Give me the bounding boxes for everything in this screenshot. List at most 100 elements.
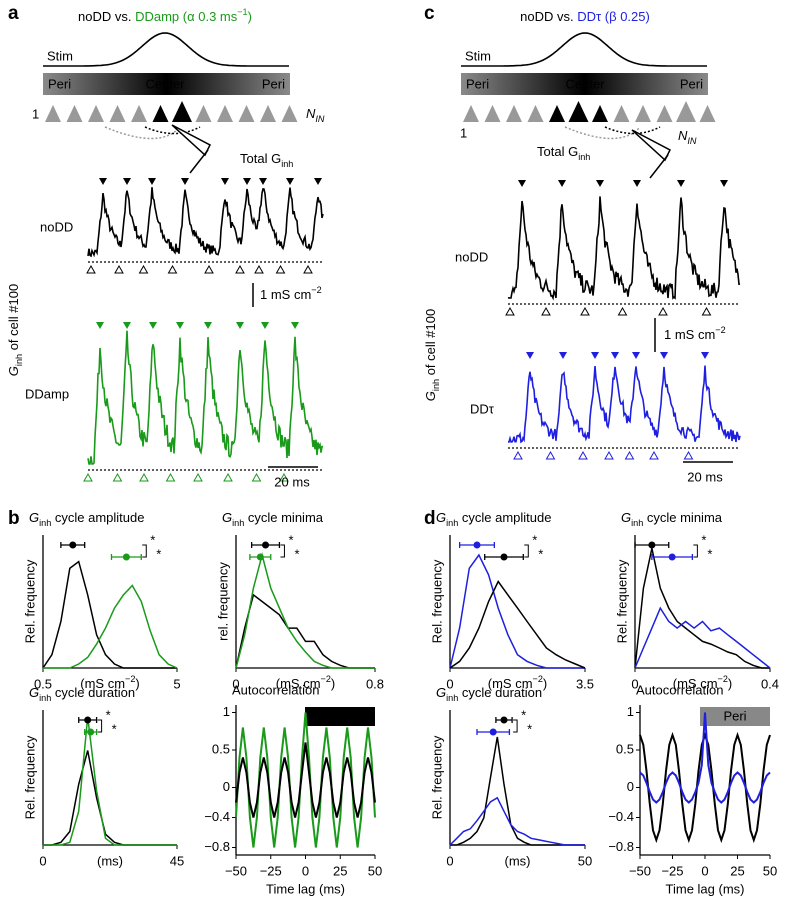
x-tick-label: 3.5 (576, 676, 594, 691)
trough-marker (165, 472, 176, 482)
text-part: G (423, 391, 438, 401)
text-part: cycle minima (244, 510, 324, 525)
significance-star: * (106, 707, 111, 722)
panel-letter: c (424, 3, 435, 24)
mean-marker (69, 541, 77, 549)
significance-star: * (294, 546, 299, 561)
cell (217, 105, 233, 122)
x-tick-label: 50 (578, 853, 592, 868)
x-tick-label: −25 (661, 863, 683, 878)
peak-marker (291, 322, 299, 329)
series-line (449, 553, 585, 669)
text-part: inh (232, 518, 244, 528)
y-axis-label: Ginh of cell #100 (423, 309, 441, 401)
trace (507, 196, 741, 301)
y-tick-label: 0.5 (616, 741, 634, 756)
y-tick-label: −0.8 (608, 839, 634, 854)
mean-marker (122, 553, 130, 561)
trace-label: noDD (40, 219, 73, 234)
cell (109, 105, 126, 122)
cell (506, 105, 522, 122)
peak-marker (558, 180, 566, 187)
stim-curve (461, 32, 707, 67)
scale-label: 20 ms (687, 469, 723, 484)
mean-marker (489, 728, 497, 736)
peak-marker (559, 352, 567, 359)
significance-bracket (693, 544, 698, 558)
electrode (171, 124, 211, 157)
text-part: G (6, 366, 21, 376)
x-axis-label: (ms) (97, 853, 123, 868)
cell (592, 105, 608, 122)
scale-label: 1 mS cm−2 (260, 285, 322, 302)
text-part: IN (315, 114, 325, 124)
chart-title: Ginh cycle duration (436, 685, 542, 703)
trough-marker (275, 264, 286, 274)
text-part: −2 (715, 325, 725, 335)
connection (144, 126, 201, 135)
text-part: −2 (311, 285, 321, 295)
series-line (43, 750, 177, 846)
text-part: −1 (237, 7, 247, 17)
text-part: inh (14, 354, 24, 366)
x-tick-label: 45 (170, 853, 184, 868)
text-part: ) (728, 676, 732, 691)
mean-marker (500, 716, 508, 724)
series-line (235, 742, 376, 818)
connection (104, 126, 181, 140)
y-tick-label: 0.5 (212, 741, 230, 756)
chart-title: Ginh cycle minima (222, 510, 324, 528)
x-tick-label: 5 (173, 676, 180, 691)
cell (172, 101, 192, 122)
text-part: cycle duration (51, 685, 135, 700)
x-tick-label: 0 (631, 676, 638, 691)
text-part: (mS cm (276, 676, 321, 691)
peak-marker (221, 178, 229, 185)
x-tick-label: 0.8 (366, 676, 384, 691)
text-part: G (29, 685, 39, 700)
text-part: DDτ (β 0.25) (577, 9, 650, 24)
peak-marker (526, 352, 534, 359)
text-part: ) (248, 9, 252, 24)
trough-marker (193, 472, 203, 482)
y-tick-label: 1 (627, 704, 634, 719)
mean-marker (256, 553, 264, 561)
trough-marker (658, 306, 668, 316)
peak-marker (181, 178, 189, 185)
y-axis-label: Ginh of cell #100 (6, 284, 24, 376)
electrode-label: Total Ginh (537, 144, 590, 162)
text-part: N (678, 128, 688, 143)
trough-marker (86, 264, 96, 274)
cell (635, 105, 651, 122)
x-axis-label: (ms) (505, 853, 531, 868)
y-tick-label: −0.4 (204, 809, 230, 824)
trough-marker (167, 264, 178, 274)
stim-curve (43, 32, 289, 67)
trough-marker (604, 450, 614, 460)
text-part: (mS cm (80, 676, 125, 691)
significance-star: * (527, 721, 532, 736)
peak-marker (591, 352, 599, 359)
text-part: −2 (718, 674, 728, 684)
peak-marker (518, 180, 526, 187)
trough-marker (204, 264, 214, 274)
peak-marker (261, 322, 269, 329)
cell (568, 101, 589, 122)
panel-letter: d (424, 508, 436, 529)
trough-marker (112, 472, 123, 482)
stim-label: Stim (47, 48, 73, 63)
significance-star: * (532, 532, 537, 547)
text-part: inh (281, 159, 293, 169)
cell (88, 105, 104, 122)
trough-marker (139, 472, 149, 482)
cell (527, 105, 544, 122)
trough-marker (683, 450, 694, 460)
x-tick-label: 0.5 (34, 676, 52, 691)
x-axis-label: (mS cm−2) (673, 674, 733, 691)
series-line (449, 580, 586, 669)
chart-title: Ginh cycle amplitude (29, 510, 144, 528)
cell-index: 1 (460, 125, 467, 140)
trough-marker (649, 450, 659, 460)
x-tick-label: 25 (333, 863, 347, 878)
